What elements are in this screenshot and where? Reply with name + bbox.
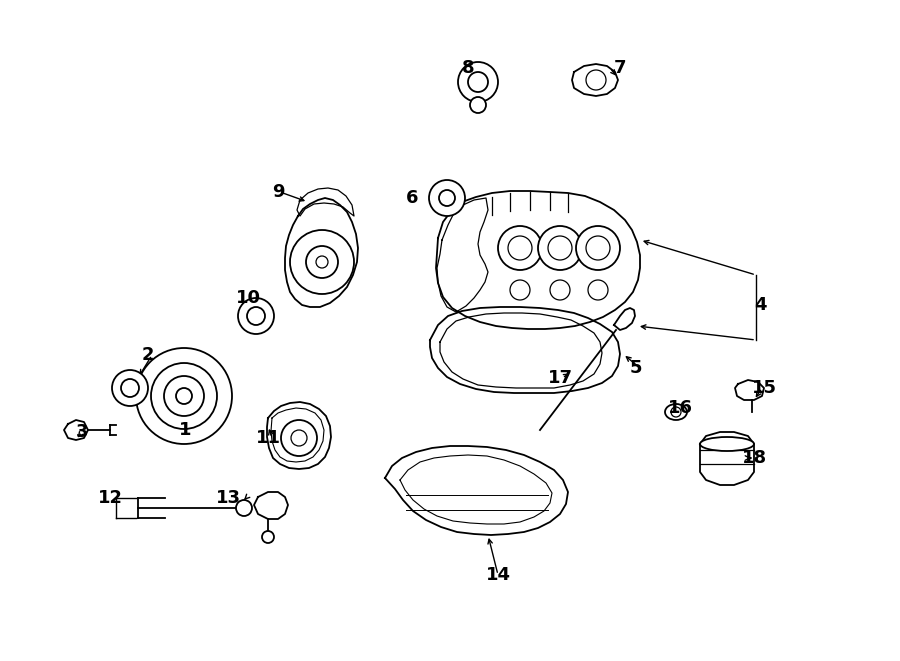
Polygon shape — [436, 191, 640, 329]
Circle shape — [281, 420, 317, 456]
Circle shape — [121, 379, 139, 397]
Circle shape — [429, 180, 465, 216]
Text: 11: 11 — [256, 429, 281, 447]
Circle shape — [112, 370, 148, 406]
Polygon shape — [267, 402, 331, 469]
Circle shape — [458, 62, 498, 102]
Text: 17: 17 — [547, 369, 572, 387]
Circle shape — [151, 363, 217, 429]
Circle shape — [586, 70, 606, 90]
Circle shape — [316, 256, 328, 268]
Polygon shape — [430, 307, 620, 393]
Circle shape — [439, 190, 455, 206]
Text: 2: 2 — [142, 346, 154, 364]
Circle shape — [290, 230, 354, 294]
Text: 13: 13 — [215, 489, 240, 507]
Text: 10: 10 — [236, 289, 260, 307]
Circle shape — [236, 500, 252, 516]
Circle shape — [508, 236, 532, 260]
Circle shape — [247, 307, 265, 325]
Polygon shape — [385, 446, 568, 535]
Text: 8: 8 — [462, 59, 474, 77]
Polygon shape — [700, 432, 754, 485]
Polygon shape — [735, 380, 764, 400]
Circle shape — [306, 246, 338, 278]
Circle shape — [576, 226, 620, 270]
Text: 14: 14 — [485, 566, 510, 584]
Polygon shape — [64, 420, 88, 440]
Circle shape — [176, 388, 192, 404]
Text: 9: 9 — [272, 183, 284, 201]
Circle shape — [588, 280, 608, 300]
Text: 12: 12 — [97, 489, 122, 507]
Polygon shape — [297, 188, 354, 216]
Text: 4: 4 — [754, 296, 766, 314]
Circle shape — [548, 236, 572, 260]
Text: 16: 16 — [668, 399, 692, 417]
Circle shape — [586, 236, 610, 260]
Polygon shape — [254, 492, 288, 519]
Polygon shape — [614, 308, 635, 330]
Text: 6: 6 — [406, 189, 419, 207]
Circle shape — [550, 280, 570, 300]
Circle shape — [671, 407, 681, 417]
Circle shape — [291, 430, 307, 446]
Circle shape — [498, 226, 542, 270]
Circle shape — [238, 298, 274, 334]
Ellipse shape — [665, 404, 687, 420]
Circle shape — [136, 348, 232, 444]
Circle shape — [510, 280, 530, 300]
Circle shape — [470, 97, 486, 113]
Circle shape — [538, 226, 582, 270]
Text: 3: 3 — [76, 423, 88, 441]
Text: 15: 15 — [752, 379, 777, 397]
Ellipse shape — [700, 437, 754, 451]
Text: 5: 5 — [630, 359, 643, 377]
Text: 1: 1 — [179, 421, 191, 439]
Polygon shape — [572, 64, 618, 96]
Circle shape — [164, 376, 204, 416]
Circle shape — [468, 72, 488, 92]
Text: 18: 18 — [742, 449, 767, 467]
Circle shape — [262, 531, 274, 543]
Text: 7: 7 — [614, 59, 626, 77]
Polygon shape — [285, 198, 358, 307]
